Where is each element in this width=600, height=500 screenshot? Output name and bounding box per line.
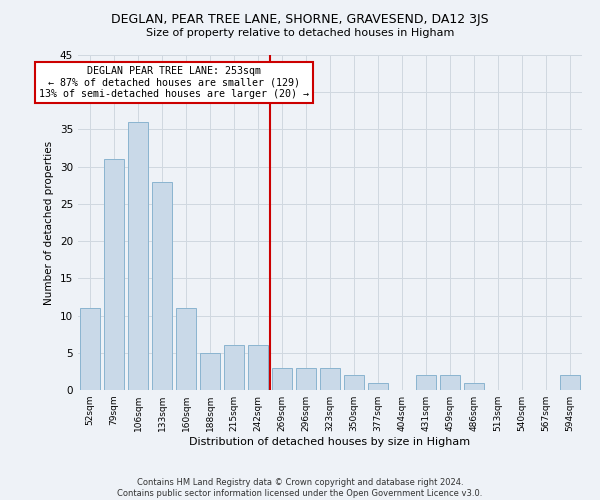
Bar <box>104 159 124 390</box>
Bar <box>320 368 340 390</box>
Bar <box>272 368 292 390</box>
Bar <box>224 346 244 390</box>
Bar <box>248 346 268 390</box>
Bar <box>152 182 172 390</box>
Text: DEGLAN PEAR TREE LANE: 253sqm
← 87% of detached houses are smaller (129)
13% of : DEGLAN PEAR TREE LANE: 253sqm ← 87% of d… <box>39 66 309 100</box>
Text: DEGLAN, PEAR TREE LANE, SHORNE, GRAVESEND, DA12 3JS: DEGLAN, PEAR TREE LANE, SHORNE, GRAVESEN… <box>111 12 489 26</box>
Bar <box>464 382 484 390</box>
Bar <box>344 375 364 390</box>
Text: Size of property relative to detached houses in Higham: Size of property relative to detached ho… <box>146 28 454 38</box>
Bar <box>176 308 196 390</box>
Bar <box>560 375 580 390</box>
Bar <box>368 382 388 390</box>
Bar <box>416 375 436 390</box>
Bar <box>200 353 220 390</box>
Bar <box>128 122 148 390</box>
Y-axis label: Number of detached properties: Number of detached properties <box>44 140 55 304</box>
Bar <box>296 368 316 390</box>
Bar <box>80 308 100 390</box>
Bar <box>440 375 460 390</box>
Text: Contains HM Land Registry data © Crown copyright and database right 2024.
Contai: Contains HM Land Registry data © Crown c… <box>118 478 482 498</box>
X-axis label: Distribution of detached houses by size in Higham: Distribution of detached houses by size … <box>190 437 470 447</box>
